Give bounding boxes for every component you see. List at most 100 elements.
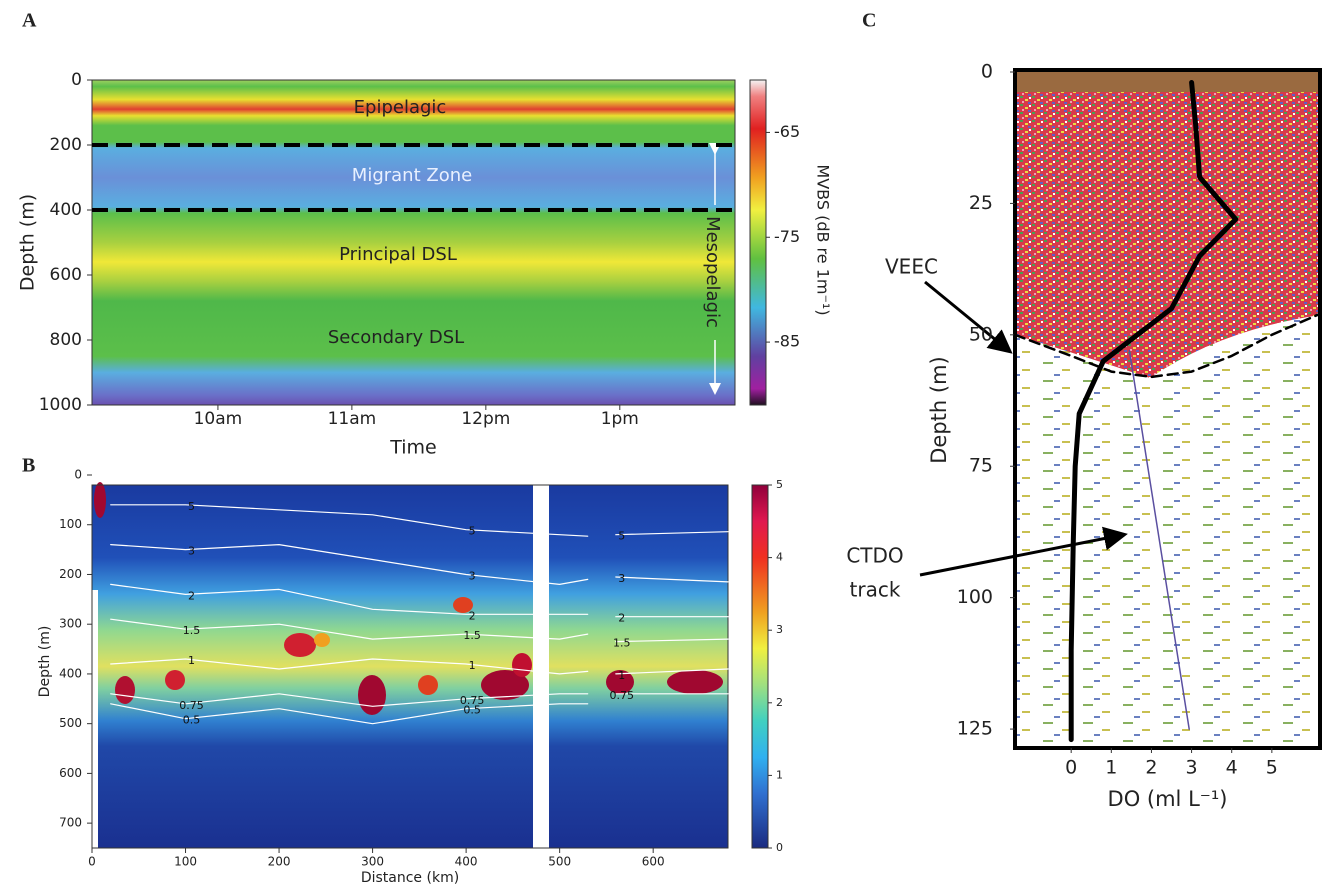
colorbar-tick-label: -65 bbox=[774, 122, 800, 141]
colorbar-tick-label: 4 bbox=[776, 551, 783, 564]
y-tick-label: 50 bbox=[969, 323, 993, 345]
y-tick-label: 1000 bbox=[39, 395, 82, 415]
contour-label: 1 bbox=[469, 659, 476, 672]
surface bbox=[1015, 72, 1320, 92]
y-tick-label: 0 bbox=[981, 61, 993, 83]
annotation: Secondary DSL bbox=[328, 327, 464, 348]
profile-line bbox=[1013, 312, 1322, 379]
colorbar-tick-label: 1 bbox=[776, 768, 783, 781]
y-tick-label: 400 bbox=[50, 200, 82, 220]
contour-label: 3 bbox=[469, 569, 476, 582]
colorbar-b bbox=[751, 484, 769, 849]
colorbar-tick-label: -85 bbox=[774, 332, 800, 351]
contour-line bbox=[110, 658, 729, 675]
contour-line bbox=[110, 583, 729, 618]
annotation: VEEC bbox=[885, 255, 938, 279]
x-tick-label: 200 bbox=[268, 855, 291, 869]
contour-label: 5 bbox=[469, 525, 476, 538]
colorbar-tick-label: 3 bbox=[776, 623, 783, 636]
contour-label: 1.5 bbox=[183, 624, 201, 637]
contour-label: 2 bbox=[469, 609, 476, 622]
x-axis-label: Time bbox=[389, 437, 437, 459]
heatmap-b bbox=[92, 485, 728, 848]
y-tick-label: 400 bbox=[59, 666, 82, 680]
contour-label: 3 bbox=[188, 545, 195, 558]
contour-label: 0.5 bbox=[463, 704, 481, 717]
x-tick-label: 1pm bbox=[601, 409, 639, 429]
contour-label: 0.5 bbox=[183, 714, 201, 727]
x-tick-label: 500 bbox=[548, 855, 571, 869]
x-tick-label: 12pm bbox=[461, 409, 510, 429]
x-tick-label: 0 bbox=[1065, 757, 1077, 779]
x-tick-label: 2 bbox=[1145, 757, 1157, 779]
profile-line bbox=[1068, 80, 1239, 743]
x-axis-label: Distance (km) bbox=[361, 870, 459, 886]
x-tick-label: 10am bbox=[194, 409, 243, 429]
x-tick-label: 4 bbox=[1226, 757, 1238, 779]
contour-label: 1 bbox=[618, 669, 625, 682]
annotation: Epipelagic bbox=[354, 97, 447, 118]
echogram-a bbox=[92, 80, 735, 405]
y-tick-label: 200 bbox=[50, 135, 82, 155]
y-tick-label: 125 bbox=[957, 718, 993, 740]
frame bbox=[1013, 68, 1322, 750]
contour-line bbox=[110, 618, 729, 643]
contour-label: 1.5 bbox=[463, 629, 481, 642]
profile-line bbox=[1128, 349, 1190, 730]
x-tick-label: 1 bbox=[1105, 757, 1117, 779]
contour-line bbox=[110, 703, 589, 725]
contour-label: 2 bbox=[618, 612, 625, 625]
panel-label: C bbox=[862, 10, 876, 32]
y-axis-label: Depth (m) bbox=[17, 194, 39, 291]
y-tick-label: 700 bbox=[59, 816, 82, 830]
contour-label: 3 bbox=[618, 572, 625, 585]
y-tick-label: 500 bbox=[59, 716, 82, 730]
contour-label: 1.5 bbox=[613, 637, 631, 650]
frame bbox=[91, 484, 729, 849]
panel-label: A bbox=[22, 10, 37, 32]
y-tick-label: 800 bbox=[50, 330, 82, 350]
y-tick-label: 600 bbox=[50, 265, 82, 285]
x-tick-label: 5 bbox=[1266, 757, 1278, 779]
colorbar-tick-label: 0 bbox=[776, 841, 783, 854]
no-data bbox=[92, 590, 98, 848]
arrow bbox=[919, 526, 1128, 577]
echogram-c bbox=[1015, 72, 1320, 378]
y-axis-label: Depth (m) bbox=[37, 626, 53, 698]
y-tick-label: 25 bbox=[969, 192, 993, 214]
colorbar-label: MVBS (dB re 1m⁻¹) bbox=[814, 164, 833, 315]
y-tick-label: 100 bbox=[59, 517, 82, 531]
no-data bbox=[533, 485, 549, 848]
colorbar-a bbox=[749, 79, 767, 406]
contour-label: 0.75 bbox=[460, 694, 485, 707]
y-tick-label: 75 bbox=[969, 455, 993, 477]
contour-label: 0.75 bbox=[610, 689, 635, 702]
annotation: Migrant Zone bbox=[352, 165, 472, 186]
x-tick-label: 600 bbox=[642, 855, 665, 869]
x-tick-label: 11am bbox=[328, 409, 377, 429]
y-tick-label: 600 bbox=[59, 766, 82, 780]
x-axis-label: DO (ml L⁻¹) bbox=[1108, 787, 1228, 811]
contour-label: 1 bbox=[188, 654, 195, 667]
contour-line bbox=[110, 544, 729, 585]
y-tick-label: 0 bbox=[71, 70, 82, 90]
frame bbox=[91, 79, 736, 406]
colorbar-tick-label: -75 bbox=[774, 227, 800, 246]
annotation: CTDO bbox=[846, 544, 903, 568]
panel-label: B bbox=[22, 455, 35, 477]
arrow bbox=[924, 280, 1013, 354]
contour-line bbox=[110, 693, 729, 707]
colorbar-tick-label: 2 bbox=[776, 696, 783, 709]
annotation: track bbox=[850, 578, 901, 602]
contour-label: 5 bbox=[188, 500, 195, 513]
y-tick-label: 0 bbox=[74, 468, 82, 482]
x-tick-label: 300 bbox=[361, 855, 384, 869]
x-tick-label: 0 bbox=[88, 855, 96, 869]
y-tick-label: 100 bbox=[957, 586, 993, 608]
y-tick-label: 300 bbox=[59, 617, 82, 631]
contour-label: 0.75 bbox=[179, 699, 204, 712]
y-tick-label: 200 bbox=[59, 567, 82, 581]
y-axis-label: Depth (m) bbox=[927, 356, 951, 463]
x-tick-label: 100 bbox=[174, 855, 197, 869]
